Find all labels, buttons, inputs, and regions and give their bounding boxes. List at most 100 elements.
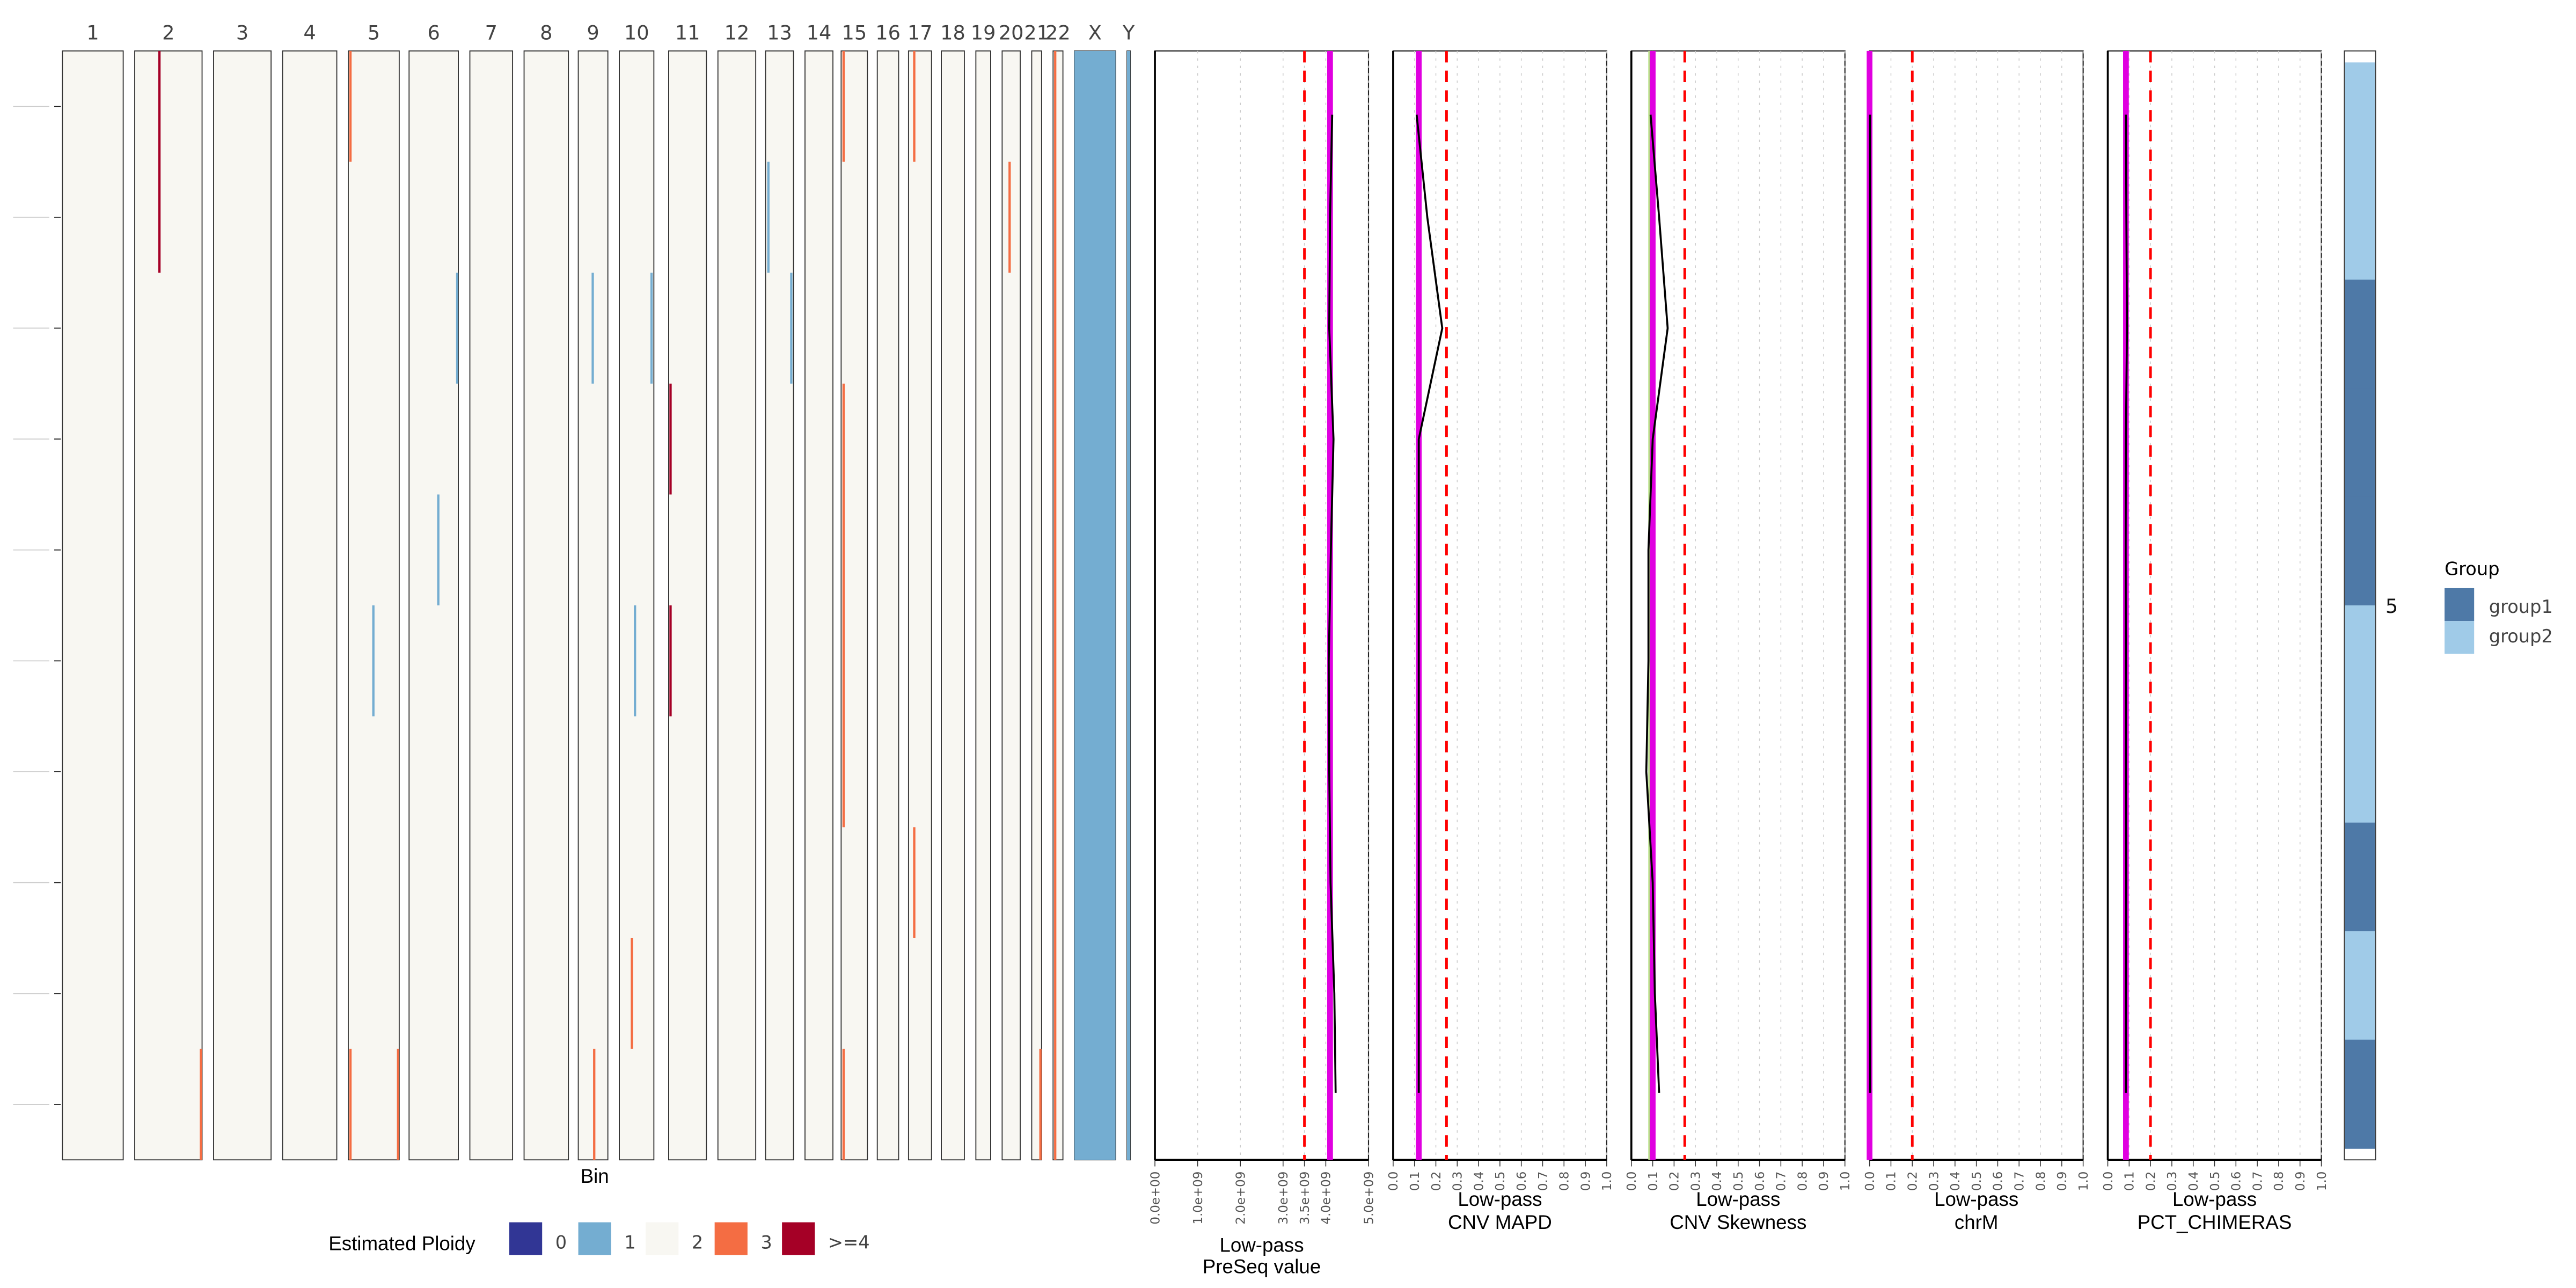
chromosome-panel-21 — [1031, 50, 1042, 1161]
chromosome-label: 7 — [485, 21, 497, 44]
value-line — [1415, 114, 1444, 1093]
x-axis-title: Bin — [581, 1165, 609, 1187]
cnv-segment — [913, 827, 916, 938]
chromosome-panel-16 — [876, 50, 899, 1161]
chromosome-label: 17 — [908, 21, 933, 44]
panel-title-line1: Low-pass — [2172, 1188, 2257, 1210]
group-cell-group1 — [2345, 280, 2375, 389]
group-cell-group2 — [2345, 605, 2375, 715]
chromosome-panel-18 — [941, 50, 965, 1161]
ploidy-swatch — [714, 1222, 748, 1255]
tick-label: 1.0 — [1600, 1172, 1614, 1191]
cnv-segment — [200, 1049, 202, 1160]
chromosome-label: 6 — [427, 21, 440, 44]
tick-label: 0.1 — [1885, 1172, 1899, 1191]
cnv-segment — [669, 605, 672, 716]
chromosome-label: 9 — [587, 21, 599, 44]
chromosome-label: 11 — [675, 21, 700, 44]
cnv-segment — [456, 273, 459, 384]
tick-label: 0.1 — [1646, 1172, 1660, 1191]
tick-label: 2.0e+09 — [1234, 1172, 1248, 1225]
cnv-segment — [1127, 50, 1131, 1160]
tick-label: 0.9 — [1817, 1172, 1831, 1191]
qc-panel-cnv-skewness: 0.0 0.1 0.2 0.3 0.4 0.5 0.6 0.7 0.8 0.9 1.0 Low-pas… — [1625, 50, 1853, 1233]
group-swatch — [2445, 588, 2475, 621]
chromosome-panel-7 — [469, 50, 514, 1161]
chromosome-panel-10 — [619, 50, 655, 1161]
chromosome-panel-3 — [213, 50, 272, 1161]
panel-title-line1: Low-pass — [1458, 1188, 1542, 1210]
tick-label: 0.5 — [2208, 1172, 2222, 1191]
chromosome-label: 8 — [540, 21, 552, 44]
tick-label: 1.0 — [2315, 1172, 2329, 1191]
tick-label: 0.0 — [1387, 1172, 1401, 1191]
tick-label: 0.3 — [1689, 1172, 1703, 1191]
chromosome-panel-17 — [908, 50, 932, 1161]
value-line — [2125, 114, 2128, 1093]
tick-label: 0.7 — [2251, 1172, 2265, 1191]
group-swatch — [2445, 621, 2475, 654]
chromosome-label: 21 — [1024, 21, 1049, 44]
panel-title-line2: chrM — [1955, 1211, 1999, 1233]
panel-title-line2: PreSeq value — [1203, 1255, 1321, 1277]
chromosome-label: 16 — [875, 21, 901, 44]
chromosome-panel-11 — [668, 50, 707, 1161]
tick-label: 0.0 — [1625, 1172, 1639, 1191]
group-cell-group1 — [2345, 496, 2375, 606]
cnv-segment — [1008, 162, 1011, 273]
chromosome-panel-14 — [804, 50, 833, 1161]
panel-title-line1: Low-pass — [1219, 1234, 1304, 1256]
group-cell-group2 — [2345, 931, 2375, 1041]
cnv-segment — [669, 383, 672, 495]
cnv-segment — [767, 162, 770, 273]
cnv-segment — [634, 605, 636, 716]
tick-label: 0.9 — [1579, 1172, 1593, 1191]
cnv-segment — [158, 50, 161, 273]
tick-label: 0.3 — [2165, 1172, 2179, 1191]
ploidy-swatch — [578, 1222, 611, 1255]
ploidy-swatch — [782, 1222, 815, 1255]
tick-label: 0.4 — [1710, 1172, 1724, 1191]
ploidy-legend: Estimated Ploidy 0 1 2 3 >=4 — [328, 1222, 870, 1255]
chromosome-label: 14 — [807, 21, 832, 44]
tick-label: 0.0e+00 — [1148, 1172, 1162, 1225]
tick-label: 0.4 — [2187, 1172, 2201, 1191]
group-legend-label: group1 — [2489, 596, 2553, 617]
tick-label: 0.9 — [2055, 1172, 2069, 1191]
cnv-segment — [372, 605, 375, 716]
chromosome-label: 5 — [368, 21, 380, 44]
chromosome-label: 2 — [162, 21, 174, 44]
ploidy-swatch — [509, 1222, 543, 1255]
chromosome-label: 20 — [999, 21, 1024, 44]
qc-panel-chrm: 0.0 0.1 0.2 0.3 0.4 0.5 0.6 0.7 0.8 0.9 1.0 Low-pas… — [1863, 50, 2091, 1233]
chromosome-label: 4 — [303, 21, 316, 44]
tick-label: 0.3 — [1451, 1172, 1465, 1191]
tick-label: 0.4 — [1472, 1172, 1486, 1191]
tick-label: 5.0e+09 — [1362, 1172, 1376, 1225]
cnv-segment — [593, 1049, 596, 1160]
ploidy-label: >=4 — [828, 1232, 870, 1253]
chromosome-panel-4 — [282, 50, 338, 1161]
chromosome-panel-19 — [975, 50, 991, 1161]
chromosome-panel-20 — [1001, 50, 1021, 1161]
group-bar-label: 5 — [2385, 595, 2398, 618]
group-cell-group2 — [2345, 171, 2375, 280]
cnv-segment — [842, 50, 845, 162]
qc-panel-pct-chimeras: 0.0 0.1 0.2 0.3 0.4 0.5 0.6 0.7 0.8 0.9 1.0 Low-pas… — [2102, 50, 2329, 1233]
cnv-segment — [842, 1049, 845, 1160]
group-cell-group1 — [2345, 388, 2375, 497]
tick-label: 0.2 — [1430, 1172, 1444, 1191]
tick-label: 0.5 — [1970, 1172, 1984, 1191]
tick-label: 0.1 — [1408, 1172, 1422, 1191]
tick-label: 0.2 — [2144, 1172, 2158, 1191]
chromosome-panel-2 — [134, 50, 203, 1161]
cnv-segment — [437, 494, 440, 606]
cnv-segment — [1039, 1049, 1042, 1160]
chromosome-panel-1 — [62, 50, 124, 1161]
group-cell-group1 — [2345, 822, 2375, 932]
tick-label: 1.0 — [2077, 1172, 2091, 1191]
tick-label: 0.6 — [2230, 1172, 2244, 1191]
cnv-segment — [790, 273, 793, 384]
